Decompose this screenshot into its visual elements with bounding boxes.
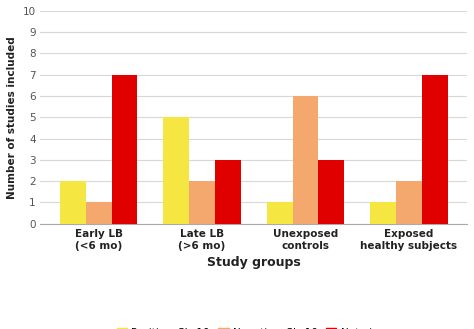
Bar [267, 202, 292, 224]
Y-axis label: Number of studies included: Number of studies included [7, 36, 17, 199]
Bar [396, 181, 422, 224]
Bar [111, 75, 137, 224]
Legend: Positive, SI>10, Negative, SI<10, Not given: Positive, SI>10, Negative, SI<10, Not gi… [113, 324, 395, 329]
Bar [422, 75, 447, 224]
Bar [86, 202, 111, 224]
X-axis label: Study groups: Study groups [207, 256, 301, 269]
Bar [292, 96, 319, 224]
Bar [370, 202, 396, 224]
Bar [319, 160, 344, 224]
Bar [189, 181, 215, 224]
Bar [163, 117, 189, 224]
Bar [215, 160, 241, 224]
Bar [60, 181, 86, 224]
